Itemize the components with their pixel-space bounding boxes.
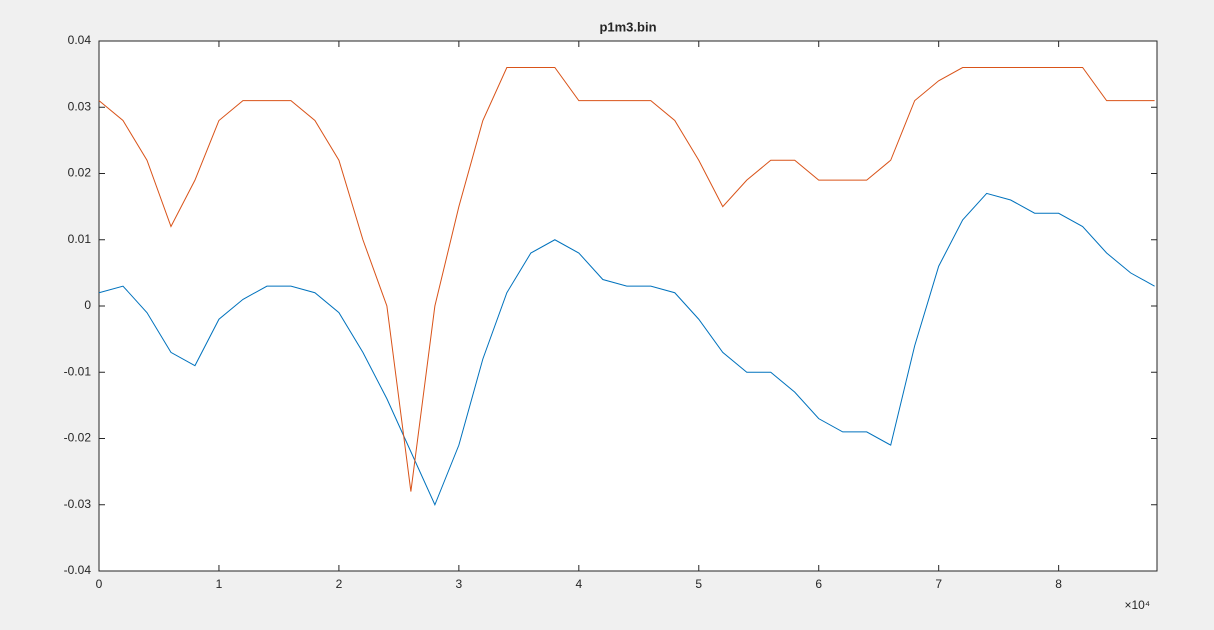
plot-area [98,40,1158,572]
x-exponent: ×10⁴ [1124,598,1150,612]
y-tick-label: 0.01 [68,232,92,246]
x-tick-label: 1 [216,577,223,591]
y-tick-label: -0.01 [64,364,92,378]
y-tick-label: 0.04 [68,33,92,47]
y-tick-label: -0.03 [64,497,92,511]
x-tick-label: 2 [336,577,343,591]
x-tick-label: 7 [935,577,942,591]
x-tick-label: 6 [815,577,822,591]
y-tick-label: 0 [84,298,91,312]
x-tick-label: 4 [575,577,582,591]
chart-title: p1m3.bin [599,19,656,34]
series-line [98,192,1155,507]
x-tick-label: 5 [695,577,702,591]
x-tick-label: 8 [1055,577,1062,591]
y-tick-label: 0.03 [68,99,92,113]
series-line [98,67,1155,492]
y-tick-label: -0.04 [64,563,92,577]
x-tick-label: 0 [96,577,103,591]
y-tick-label: 0.02 [68,166,92,180]
y-tick-label: -0.02 [64,431,92,445]
x-tick-label: 3 [456,577,463,591]
